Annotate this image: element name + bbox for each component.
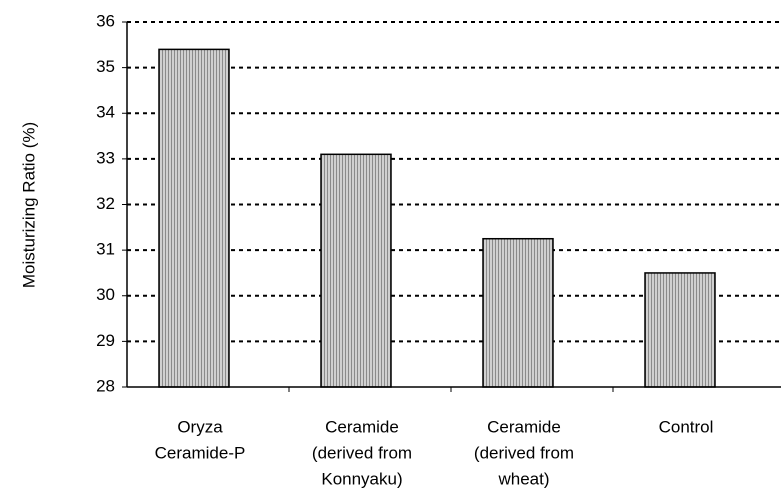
- x-tick-label: Control: [659, 417, 714, 436]
- x-tick-label: Ceramide: [325, 417, 399, 436]
- x-tick-label: Oryza: [177, 417, 223, 436]
- bar: [644, 272, 716, 388]
- x-tick-label: Ceramide-P: [155, 443, 246, 462]
- y-tick-label: 30: [96, 285, 115, 304]
- y-tick-label: 36: [96, 11, 115, 30]
- y-tick-label: 29: [96, 331, 115, 350]
- x-tick-label: Ceramide: [487, 417, 561, 436]
- x-tick-label: (derived from: [312, 443, 412, 462]
- bar: [320, 153, 392, 388]
- x-tick-label: (derived from: [474, 443, 574, 462]
- y-tick-label: 33: [96, 148, 115, 167]
- y-tick-label: 28: [96, 376, 115, 395]
- x-tick-label: Konnyaku): [321, 469, 402, 488]
- y-tick-label: 34: [96, 103, 115, 122]
- y-tick-label: 31: [96, 240, 115, 259]
- y-tick-label: 32: [96, 194, 115, 213]
- bar: [482, 237, 554, 388]
- x-tick-label: wheat): [497, 469, 549, 488]
- y-axis-label: Moisturizing Ratio (%): [19, 122, 38, 288]
- bar: [158, 48, 230, 388]
- y-tick-label: 35: [96, 57, 115, 76]
